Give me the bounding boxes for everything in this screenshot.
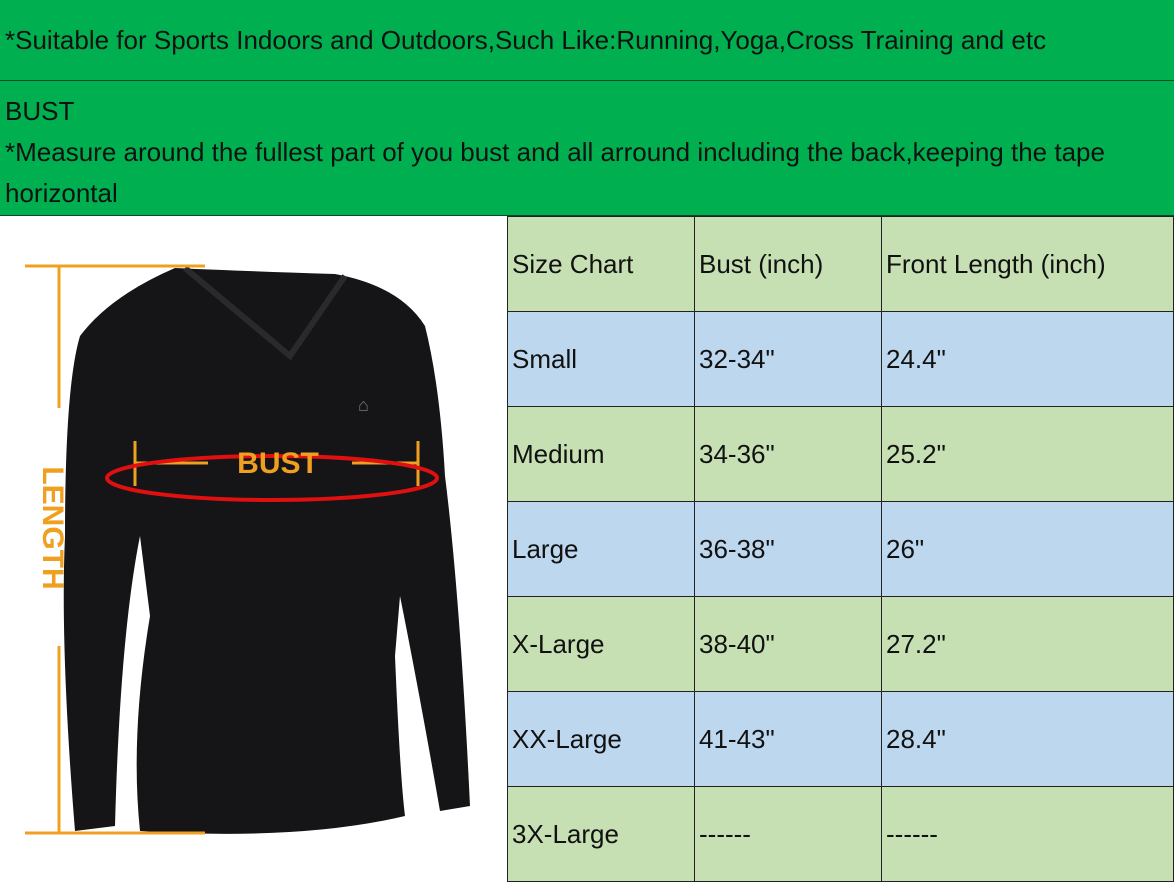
size-cell: X-Large xyxy=(507,596,695,692)
table-row: Large 36-38" 26" xyxy=(507,501,1174,597)
bust-cell: 32-34" xyxy=(694,311,882,407)
bust-label: BUST xyxy=(237,447,319,480)
table-header-row: Size Chart Bust (inch) Front Length (inc… xyxy=(507,216,1174,312)
size-cell: Medium xyxy=(507,406,695,502)
banner: *Suitable for Sports Indoors and Outdoor… xyxy=(0,0,1174,81)
length-cell: 24.4" xyxy=(881,311,1174,407)
header-bust: Bust (inch) xyxy=(694,216,882,312)
size-chart-table: Size Chart Bust (inch) Front Length (inc… xyxy=(507,216,1174,882)
bust-tape xyxy=(105,454,439,502)
table-row: XX-Large 41-43" 28.4" xyxy=(507,691,1174,787)
size-cell: XX-Large xyxy=(507,691,695,787)
table-row: X-Large 38-40" 27.2" xyxy=(507,596,1174,692)
bust-cell: ------ xyxy=(694,786,882,882)
length-cell: 27.2" xyxy=(881,596,1174,692)
bust-cell: 41-43" xyxy=(694,691,882,787)
length-cell: 25.2" xyxy=(881,406,1174,502)
neckline xyxy=(183,265,348,361)
bust-cell: 34-36" xyxy=(694,406,882,502)
table-row: Medium 34-36" 25.2" xyxy=(507,406,1174,502)
length-cell: ------ xyxy=(881,786,1174,882)
shirt-illustration: ⌂ BUST LENGTH xyxy=(25,264,470,835)
size-cell: Small xyxy=(507,311,695,407)
bust-cell: 36-38" xyxy=(694,501,882,597)
bust-cell: 38-40" xyxy=(694,596,882,692)
size-cell: Large xyxy=(507,501,695,597)
length-cell: 26" xyxy=(881,501,1174,597)
header-size: Size Chart xyxy=(507,216,695,312)
logo-icon: ⌂ xyxy=(358,395,369,415)
shirt-image xyxy=(63,268,470,834)
length-cell: 28.4" xyxy=(881,691,1174,787)
table-row: 3X-Large ------ ------ xyxy=(507,786,1174,882)
table-row: Small 32-34" 24.4" xyxy=(507,311,1174,407)
bust-section: BUST *Measure around the fullest part of… xyxy=(0,81,1174,216)
size-cell: 3X-Large xyxy=(507,786,695,882)
header-length: Front Length (inch) xyxy=(881,216,1174,312)
bust-instruction: *Measure around the fullest part of you … xyxy=(5,137,1105,208)
length-label: LENGTH xyxy=(36,466,69,589)
bust-title: BUST xyxy=(5,96,75,126)
